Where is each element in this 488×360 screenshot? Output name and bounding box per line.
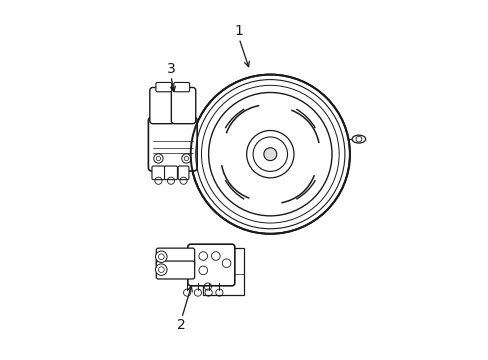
FancyBboxPatch shape	[178, 166, 188, 180]
Ellipse shape	[351, 135, 365, 143]
Text: 3: 3	[166, 62, 175, 76]
Circle shape	[253, 137, 287, 171]
FancyBboxPatch shape	[148, 117, 197, 171]
Circle shape	[190, 75, 349, 234]
Circle shape	[155, 264, 167, 275]
FancyBboxPatch shape	[156, 82, 171, 92]
FancyBboxPatch shape	[164, 166, 177, 180]
Text: 1: 1	[234, 24, 243, 38]
FancyBboxPatch shape	[152, 166, 164, 180]
FancyBboxPatch shape	[149, 87, 174, 124]
FancyBboxPatch shape	[171, 87, 195, 124]
FancyBboxPatch shape	[203, 248, 244, 295]
Text: 2: 2	[177, 318, 186, 332]
FancyBboxPatch shape	[156, 261, 194, 279]
FancyBboxPatch shape	[187, 244, 234, 286]
Circle shape	[264, 148, 276, 161]
FancyBboxPatch shape	[174, 82, 189, 92]
FancyBboxPatch shape	[156, 248, 194, 266]
Circle shape	[155, 251, 167, 262]
